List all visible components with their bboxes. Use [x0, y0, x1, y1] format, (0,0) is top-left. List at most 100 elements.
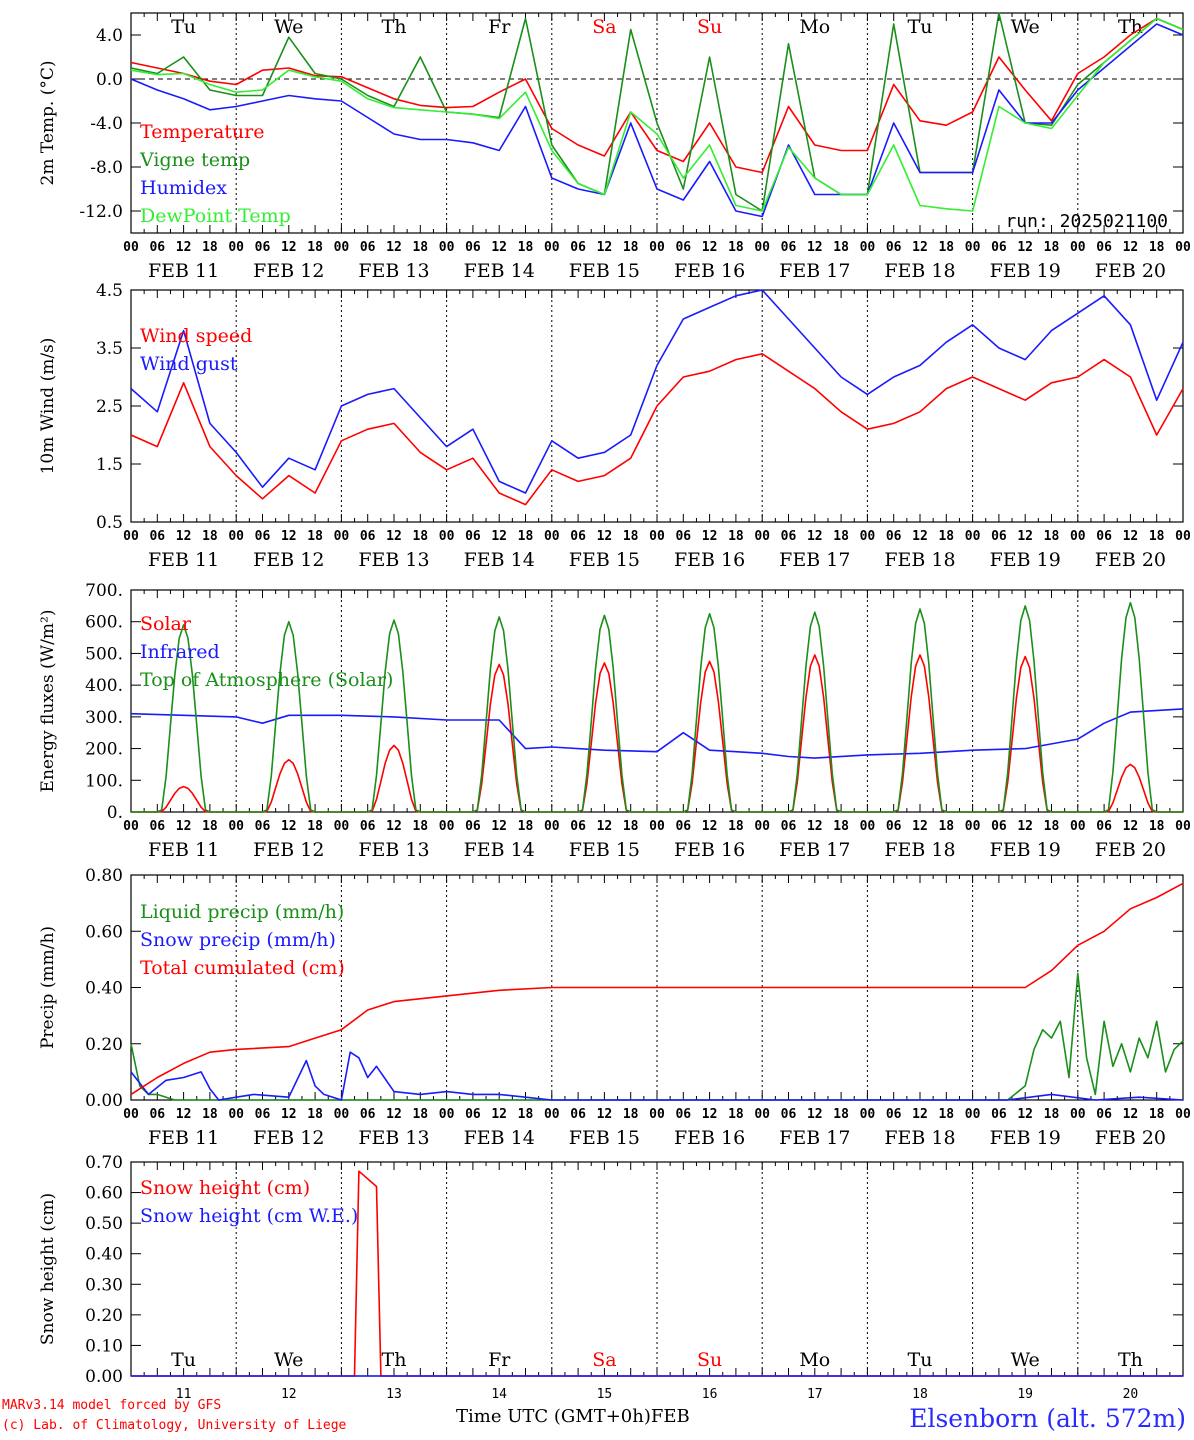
- legend-entry: Top of Atmosphere (Solar): [140, 669, 393, 691]
- hour-tick-label: 06: [1096, 529, 1112, 544]
- date-label: FEB 17: [779, 549, 850, 571]
- hour-tick-label: 12: [1123, 819, 1139, 834]
- hour-tick-label: 06: [149, 819, 165, 834]
- y-axis-label: 2m Temp. (°C): [38, 60, 58, 185]
- hour-tick-label: 06: [781, 819, 797, 834]
- hour-tick-label: 12: [491, 529, 507, 544]
- hour-tick-label: 00: [123, 1107, 139, 1122]
- y-tick-label: 0.40: [85, 979, 123, 999]
- hour-tick-label: 18: [833, 240, 849, 255]
- legend-entry: Liquid precip (mm/h): [140, 901, 344, 923]
- hour-tick-label: 06: [675, 240, 691, 255]
- hour-tick-label: 12: [281, 529, 297, 544]
- date-label: FEB 11: [148, 549, 219, 571]
- y-axis-label: Snow height (cm): [38, 1193, 58, 1345]
- legend-entry: Vigne temp: [139, 149, 250, 171]
- y-tick-label: 0.0: [96, 70, 123, 90]
- hour-tick-label: 00: [1070, 529, 1086, 544]
- hour-tick-label: 12: [807, 1107, 823, 1122]
- series-line-infrared: [130, 708, 1184, 759]
- day-number-label: 20: [1123, 1387, 1139, 1400]
- y-tick-label: 0.: [107, 803, 123, 823]
- hour-tick-label: 12: [912, 819, 928, 834]
- legend-entry: Solar: [140, 613, 192, 635]
- hour-tick-label: 06: [149, 1107, 165, 1122]
- date-label: FEB 17: [779, 260, 850, 282]
- hour-tick-label: 12: [912, 1107, 928, 1122]
- hour-tick-label: 06: [1096, 240, 1112, 255]
- hour-tick-label: 06: [886, 819, 902, 834]
- hour-tick-label: 18: [623, 1107, 639, 1122]
- hour-tick-label: 12: [807, 819, 823, 834]
- hour-tick-label: 00: [965, 240, 981, 255]
- hour-tick-label: 12: [597, 1107, 613, 1122]
- hour-tick-label: 12: [1017, 240, 1033, 255]
- day-number-label: 13: [386, 1387, 402, 1400]
- date-label: FEB 11: [148, 839, 219, 861]
- legend-entry: Snow height (cm W.E.): [140, 1205, 358, 1227]
- y-tick-label: 0.20: [85, 1306, 123, 1326]
- hour-tick-label: 00: [544, 819, 560, 834]
- day-number-label: 16: [702, 1387, 718, 1400]
- date-label: FEB 11: [148, 1127, 219, 1149]
- y-axis-label: Precip (mm/h): [38, 926, 58, 1049]
- hour-tick-label: 06: [675, 1107, 691, 1122]
- hour-tick-label: 18: [728, 240, 744, 255]
- date-label: FEB 18: [884, 1127, 955, 1149]
- hour-tick-label: 06: [360, 240, 376, 255]
- y-tick-label: 4.0: [96, 26, 123, 46]
- legend-entry: Wind gust: [140, 353, 238, 375]
- y-tick-label: 600.: [85, 613, 123, 633]
- hour-tick-label: 06: [991, 819, 1007, 834]
- series-line-wind-gust: [130, 289, 1184, 494]
- hour-tick-label: 00: [965, 819, 981, 834]
- hour-tick-label: 00: [860, 240, 876, 255]
- hour-tick-label: 18: [1044, 529, 1060, 544]
- hour-tick-label: 06: [255, 529, 271, 544]
- date-label: FEB 20: [1095, 1127, 1166, 1149]
- weekday-label: Th: [382, 1349, 407, 1371]
- hour-tick-label: 06: [360, 1107, 376, 1122]
- hour-tick-label: 12: [597, 240, 613, 255]
- y-tick-label: 0.70: [85, 1153, 123, 1173]
- date-label: FEB 14: [464, 260, 535, 282]
- weekday-label: Tu: [171, 16, 196, 38]
- hour-tick-label: 12: [702, 1107, 718, 1122]
- hour-tick-label: 00: [1070, 240, 1086, 255]
- hour-tick-label: 18: [833, 1107, 849, 1122]
- hour-tick-label: 12: [386, 819, 402, 834]
- y-tick-label: 2.5: [96, 397, 123, 417]
- chart-panel-1: 4.0 0.0 -4.0 -8.0 -12.0 2m Temp. (°C) 00 06 12 18…: [38, 12, 1191, 282]
- y-tick-label: 0.80: [85, 866, 123, 886]
- hour-tick-label: 12: [386, 240, 402, 255]
- hour-tick-label: 00: [649, 529, 665, 544]
- hour-tick-label: 18: [1044, 240, 1060, 255]
- hour-tick-label: 06: [465, 819, 481, 834]
- y-tick-label: 4.5: [96, 281, 123, 301]
- hour-tick-label: 00: [123, 819, 139, 834]
- hour-tick-label: 00: [334, 529, 350, 544]
- hour-tick-label: 12: [176, 529, 192, 544]
- hour-tick-label: 06: [255, 240, 271, 255]
- day-number-label: 12: [281, 1387, 297, 1400]
- hour-tick-label: 12: [176, 240, 192, 255]
- hour-tick-label: 00: [860, 819, 876, 834]
- hour-tick-label: 18: [728, 529, 744, 544]
- weekday-label: Fr: [488, 1349, 511, 1371]
- hour-tick-label: 12: [176, 1107, 192, 1122]
- day-number-label: 14: [491, 1387, 507, 1400]
- y-tick-label: 0.30: [85, 1275, 123, 1295]
- hour-tick-label: 00: [228, 819, 244, 834]
- hour-tick-label: 12: [1123, 1107, 1139, 1122]
- legend-entry: Humidex: [140, 177, 227, 199]
- hour-tick-label: 12: [912, 529, 928, 544]
- series-line-liquid-precip-mm-h-: [130, 972, 1184, 1101]
- y-tick-label: 0.00: [85, 1367, 123, 1387]
- credit-line-1: MARv3.14 model forced by GFS: [2, 1398, 222, 1413]
- y-tick-label: 100.: [85, 771, 123, 791]
- meteogram-svg: 4.0 0.0 -4.0 -8.0 -12.0 2m Temp. (°C) 00 06 12 18…: [38, 12, 1191, 1400]
- date-label: FEB 17: [779, 839, 850, 861]
- day-number-label: 19: [1017, 1387, 1033, 1400]
- y-tick-label: 0.40: [85, 1245, 123, 1265]
- date-label: FEB 18: [884, 260, 955, 282]
